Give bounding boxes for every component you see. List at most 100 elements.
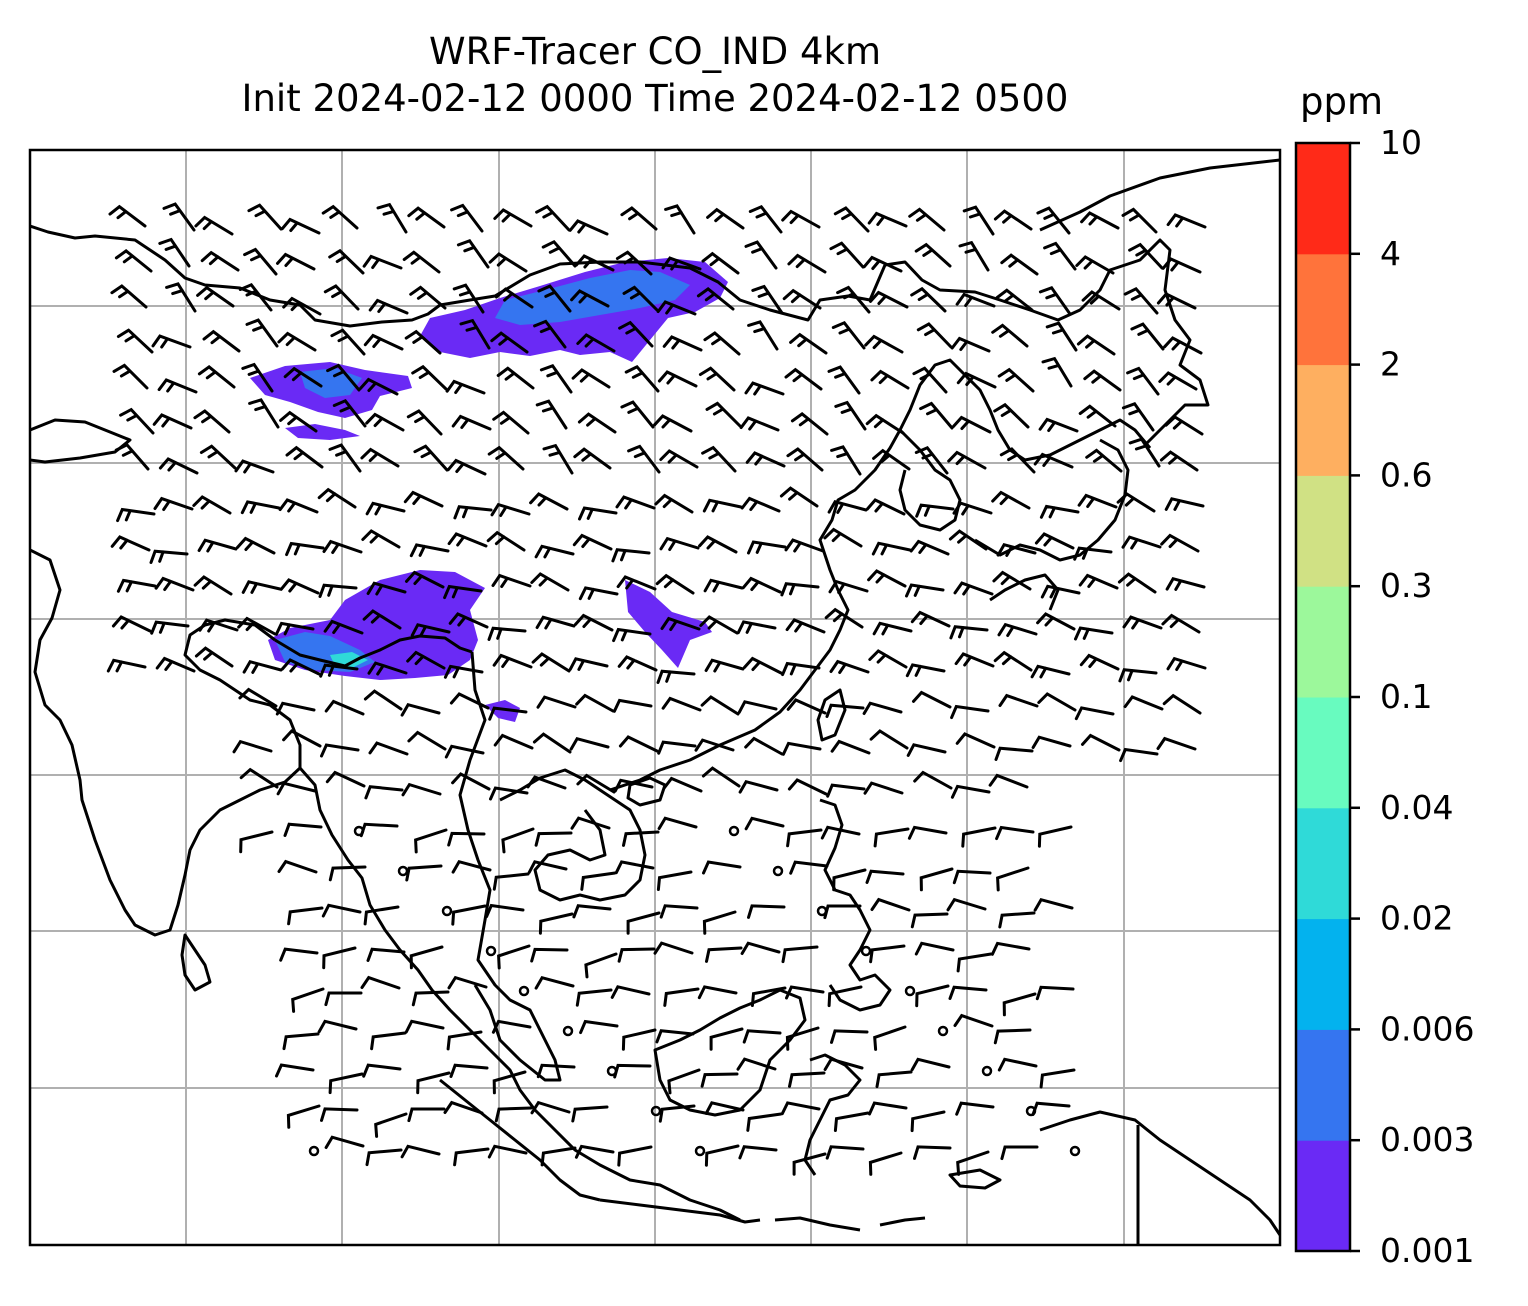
- wind-barb: [449, 692, 490, 710]
- wind-barb: [868, 1101, 908, 1116]
- wind-barb: [704, 1101, 745, 1115]
- wind-barb: [702, 860, 742, 875]
- wind-barb: [277, 859, 318, 874]
- wind-barb: [332, 398, 367, 428]
- wind-barb: [1123, 695, 1164, 711]
- wind-barb: [1083, 369, 1122, 392]
- wind-barb: [239, 767, 279, 789]
- wind-barb: [741, 576, 782, 594]
- wind-barb: [319, 663, 359, 678]
- wind-barb: [491, 1019, 532, 1034]
- wind-barb: [867, 211, 908, 228]
- wind-barb: [996, 866, 1030, 892]
- wind-barb: [994, 746, 1034, 761]
- coastline-india: [30, 548, 302, 937]
- wind-barb: [660, 616, 701, 631]
- wind-barb: [997, 367, 1035, 393]
- wind-barb: [919, 401, 954, 430]
- wind-barb: [910, 1057, 951, 1072]
- coastline-korea: [898, 428, 962, 532]
- wind-barb: [613, 1063, 652, 1079]
- wind-barb: [1128, 242, 1164, 270]
- wind-barb: [956, 1150, 990, 1176]
- wind-barb: [701, 251, 740, 275]
- wind-barb: [453, 1147, 490, 1167]
- wind-barb: [659, 904, 699, 919]
- wind-barb: [949, 625, 989, 640]
- wind-barb: [194, 646, 234, 668]
- wind-barb: [366, 947, 406, 962]
- wind-barb: [617, 655, 658, 672]
- wind-barb: [740, 941, 781, 955]
- wind-barb: [110, 284, 148, 309]
- wind-barb: [488, 706, 528, 721]
- wind-barb: [827, 365, 861, 395]
- wind-barb: [406, 409, 443, 436]
- wind-barb: [486, 530, 526, 552]
- wind-barb: [574, 254, 615, 272]
- wind-barb: [653, 414, 693, 433]
- wind-barb: [1117, 572, 1157, 594]
- wind-barb: [570, 289, 610, 308]
- wind-barb: [736, 620, 777, 635]
- wind-barb: [704, 1144, 740, 1167]
- wind-barb: [1121, 535, 1162, 550]
- wind-barb: [530, 947, 569, 963]
- wind-barb: [664, 204, 696, 235]
- wind-barb: [751, 284, 784, 315]
- wind-barb: [825, 1145, 865, 1160]
- wind-barb: [234, 459, 275, 474]
- wind-barb: [655, 573, 695, 595]
- wind-barb: [626, 911, 661, 935]
- calm-wind-marker: [485, 945, 497, 957]
- wind-barb: [322, 539, 363, 554]
- wind-barb: [998, 693, 1039, 708]
- wind-barb: [1040, 584, 1081, 599]
- wind-barb: [873, 827, 910, 848]
- wind-barb: [1128, 437, 1161, 468]
- wind-barb: [990, 941, 1031, 956]
- wind-barb: [363, 333, 404, 351]
- wind-barb: [540, 1146, 577, 1167]
- wind-barb: [919, 867, 954, 892]
- wind-barb: [781, 661, 821, 677]
- wind-barb: [1162, 693, 1202, 715]
- wind-barb: [740, 496, 781, 513]
- wind-barb: [572, 533, 613, 551]
- wind-barb: [494, 287, 534, 309]
- wind-barb: [370, 1031, 407, 1051]
- wind-barb: [700, 1072, 739, 1088]
- wind-barb: [1041, 356, 1073, 388]
- wind-barb: [238, 687, 278, 708]
- wind-barb: [405, 570, 445, 589]
- wind-barb: [494, 1106, 533, 1123]
- wind-barb: [403, 490, 444, 508]
- wind-barb: [487, 626, 527, 641]
- wind-barb: [492, 872, 530, 891]
- wind-barb: [447, 975, 488, 990]
- wind-barb: [317, 1019, 358, 1034]
- wind-barb: [875, 1070, 913, 1089]
- wind-barb: [1085, 448, 1123, 473]
- wind-barb: [192, 495, 232, 515]
- wind-barb: [530, 1100, 571, 1115]
- wind-barb: [577, 412, 617, 434]
- wind-barb: [958, 240, 990, 272]
- wind-barb: [328, 1072, 364, 1095]
- wind-barb: [361, 529, 401, 549]
- calm-wind-marker: [694, 1145, 706, 1157]
- wind-barb: [488, 252, 528, 273]
- chart-title: WRF-Tracer CO_IND 4km Init 2024-02-12 00…: [30, 28, 1280, 122]
- wind-barb: [275, 701, 316, 716]
- wind-barb: [738, 779, 779, 794]
- wind-barb: [914, 242, 952, 268]
- coastline-indochina: [458, 651, 562, 1082]
- wind-barb: [738, 1145, 778, 1160]
- wind-barb: [997, 622, 1038, 637]
- wind-barb: [620, 206, 658, 231]
- wind-barb: [535, 204, 571, 232]
- wind-barb: [541, 239, 577, 268]
- coastline-northeast: [1039, 158, 1280, 232]
- wind-barb: [703, 331, 741, 356]
